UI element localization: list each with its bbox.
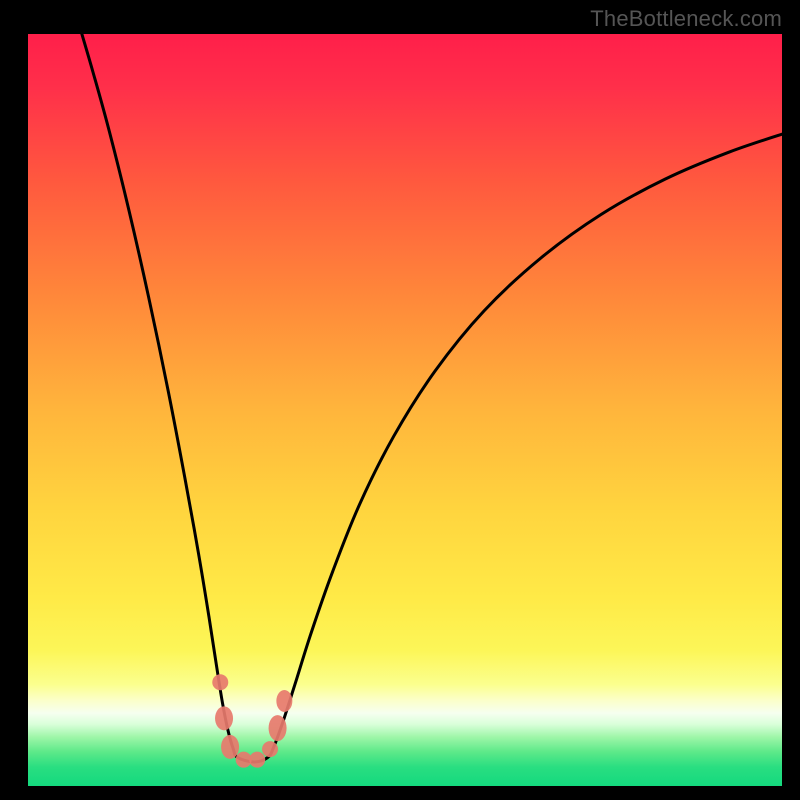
marker-point (249, 752, 265, 768)
bottleneck-curve (28, 34, 782, 786)
well-curve-path (79, 34, 782, 762)
marker-point (276, 690, 292, 712)
marker-point (236, 752, 252, 768)
marker-point (221, 735, 239, 759)
marker-point (262, 741, 278, 757)
data-markers (28, 34, 782, 786)
marker-point (215, 706, 233, 730)
watermark-text: TheBottleneck.com (590, 6, 782, 32)
marker-point (269, 715, 287, 741)
marker-point (212, 674, 228, 690)
bottleneck-chart (28, 34, 782, 786)
